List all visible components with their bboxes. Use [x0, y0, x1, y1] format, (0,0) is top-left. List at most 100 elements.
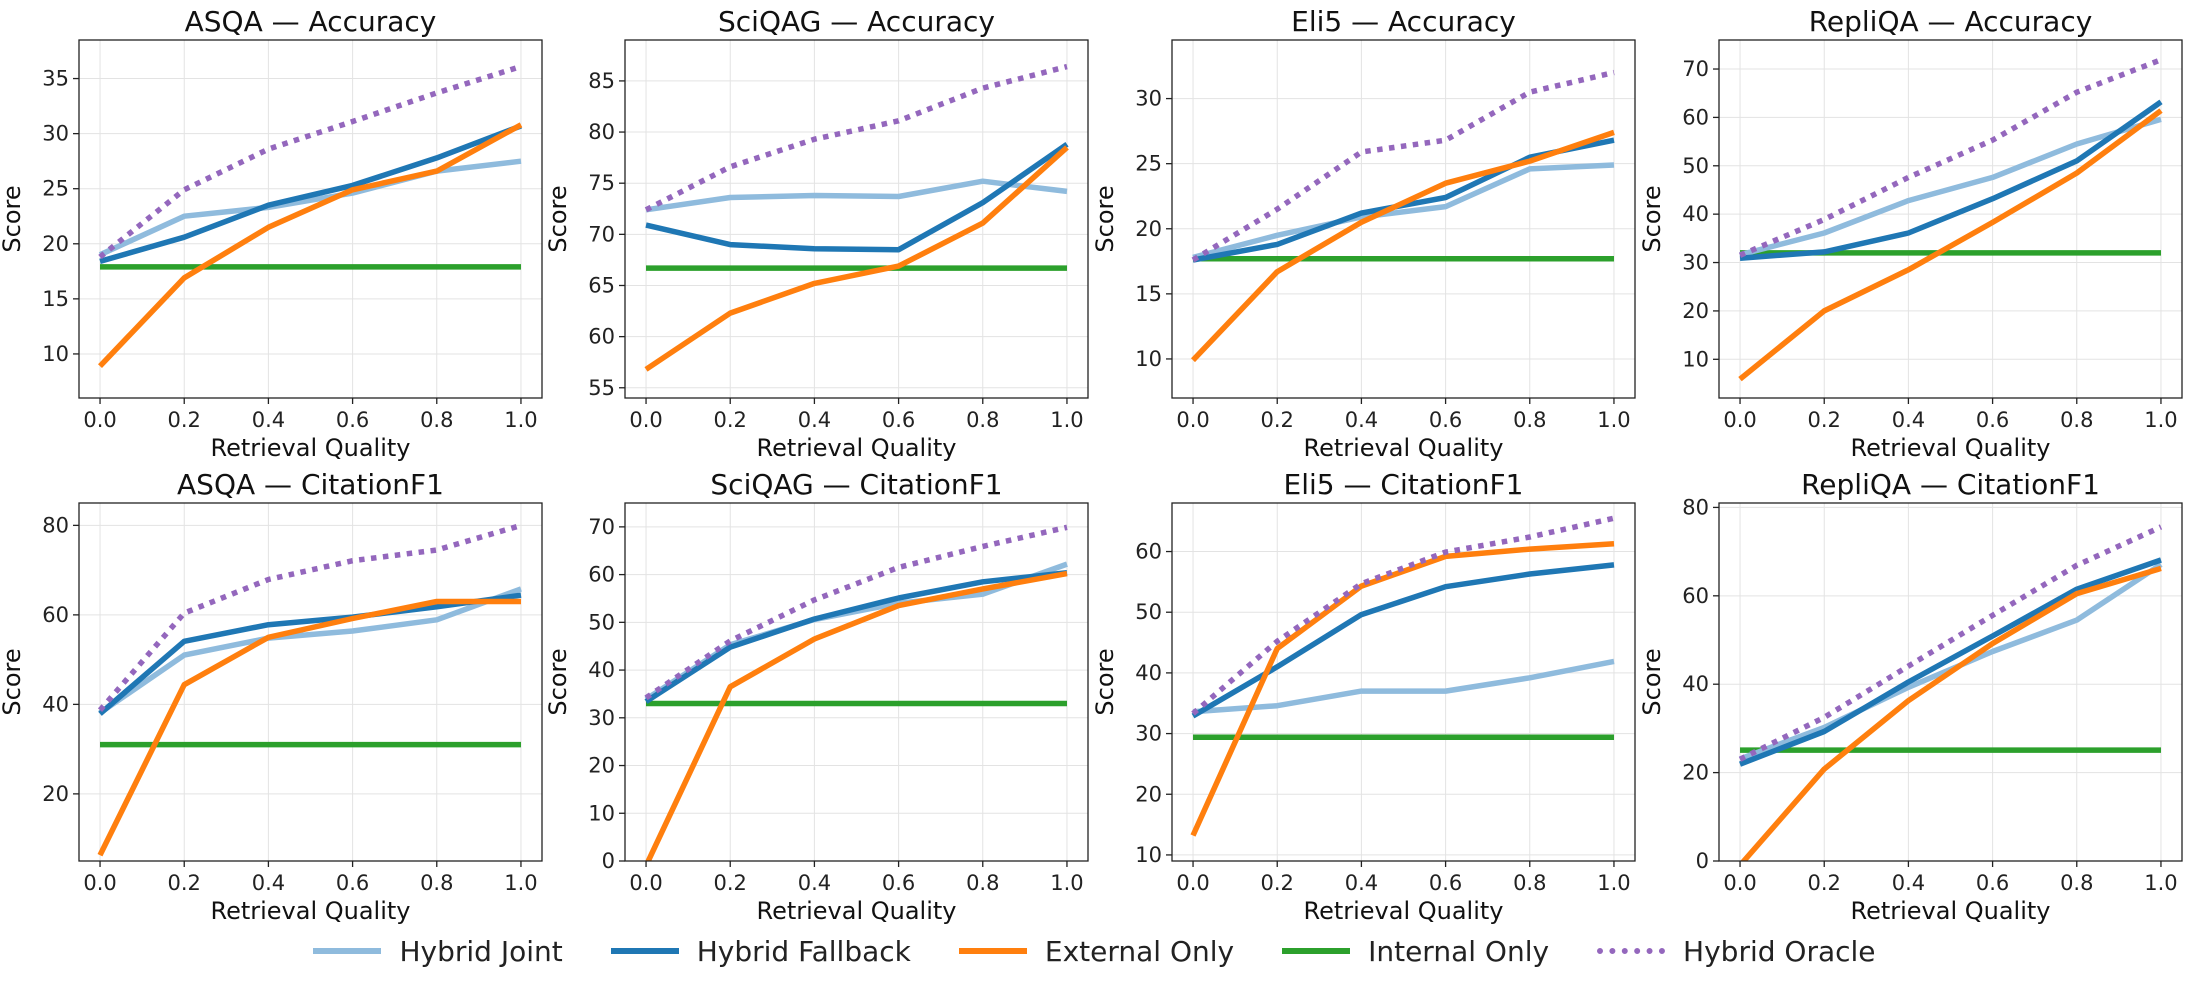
y-tick-label: 25: [42, 177, 69, 201]
plot-frame: [624, 502, 1089, 862]
y-tick-label: 85: [588, 69, 615, 93]
x-tick-label: 0.4: [1345, 408, 1378, 432]
x-tick-label: 1.0: [1050, 408, 1083, 432]
y-tick-label: 10: [588, 801, 615, 825]
y-axis-label: Score: [1638, 185, 1666, 252]
y-tick-label: 60: [588, 563, 615, 587]
chart-title: Eli5 — CitationF1: [1284, 468, 1524, 501]
x-tick-label: 0.0: [1723, 871, 1756, 895]
series-line-external-only: [97, 598, 521, 857]
x-tick-label: 0.2: [168, 408, 201, 432]
y-axis-label: Score: [1091, 185, 1119, 252]
x-tick-label: 0.6: [336, 408, 369, 432]
y-tick-label: 30: [42, 122, 69, 146]
y-tick-label: 80: [42, 513, 69, 537]
y-axis-label: Score: [0, 648, 26, 715]
series-line-hybrid-joint: [98, 586, 522, 716]
chart-panel-asqa-accuracy: 0.0 0.2 0.4 0.6 0.8 1.0 10 15 20 25 30 35 ASQA — Acc…: [0, 5, 543, 462]
legend-swatch-internal-only: [1282, 948, 1351, 954]
y-tick-label: 60: [42, 603, 69, 627]
y-tick-label: 80: [588, 120, 615, 144]
y-tick-label: 65: [588, 273, 615, 297]
y-tick-label: 70: [588, 515, 615, 539]
series-line-hybrid-joint: [1192, 658, 1615, 715]
y-axis-label: Score: [544, 185, 572, 252]
series-line-hybrid-fallback: [98, 592, 522, 716]
x-tick-label: 0.0: [83, 408, 116, 432]
series-line-hybrid-joint: [1192, 162, 1615, 261]
series-line-external-only: [645, 570, 1068, 861]
y-tick-label: 10: [42, 342, 69, 366]
plot-frame: [1171, 39, 1636, 399]
x-axis-label: Retrieval Quality: [756, 434, 956, 462]
x-tick-label: 0.2: [1261, 408, 1294, 432]
series-line-external-only: [98, 122, 523, 368]
x-tick-label: 0.8: [420, 408, 453, 432]
chart-panel-sciqag-accuracy: 0.0 0.2 0.4 0.6 0.8 1.0 55 60 65 70 75 80 85 SciQAG —…: [544, 5, 1089, 462]
y-tick-label: 20: [42, 232, 69, 256]
chart-panel-repliqa-citationf1: 0.0 0.2 0.4 0.6 0.8 1.0 0 20 40 60 80 RepliQA — Cit…: [1638, 468, 2183, 925]
x-tick-label: 1.0: [1050, 871, 1083, 895]
chart-panel-eli5-citationf1: 0.0 0.2 0.4 0.6 0.8 1.0 10 20 30 40 50 60 Eli5 — Cit…: [1091, 468, 1636, 925]
y-tick-label: 0: [1696, 849, 1709, 873]
plot-frame: [1718, 502, 2183, 862]
series-group: [644, 63, 1069, 372]
chart-panel-repliqa-accuracy: 0.0 0.2 0.4 0.6 0.8 1.0 10 20 30 40 50 60 70 RepliQA …: [1638, 5, 2183, 462]
x-tick-label: 1.0: [2144, 871, 2177, 895]
series-line-hybrid-fallback: [99, 123, 522, 265]
legend-item-external-only: External Only: [958, 935, 1234, 968]
legend-swatch-hybrid-oracle: [1597, 948, 1666, 954]
x-tick-label: 0.2: [714, 871, 747, 895]
x-tick-label: 0.8: [1513, 408, 1546, 432]
series-line-hybrid-oracle: [1738, 57, 2162, 258]
legend-label: Hybrid Joint: [399, 934, 563, 968]
legend-item-hybrid-joint: Hybrid Joint: [313, 934, 563, 968]
x-tick-label: 0.4: [252, 871, 285, 895]
x-tick-label: 1.0: [504, 408, 537, 432]
x-tick-label: 0.4: [1892, 871, 1925, 895]
y-tick-label: 70: [1682, 57, 1709, 81]
series-group: [1738, 57, 2163, 382]
x-tick-label: 1.0: [1597, 408, 1630, 432]
chart-title: SciQAG — CitationF1: [710, 468, 1002, 501]
x-tick-label: 0.8: [966, 871, 999, 895]
series-line-hybrid-oracle: [1738, 524, 2163, 762]
x-tick-label: 1.0: [1597, 871, 1630, 895]
series-group: [1190, 515, 1615, 837]
series-line-external-only: [644, 145, 1069, 372]
y-tick-label: 20: [1682, 299, 1709, 323]
y-axis-label: Score: [1091, 648, 1119, 715]
series-line-hybrid-oracle: [644, 63, 1068, 213]
y-axis-label: Score: [1638, 648, 1666, 715]
x-tick-label: 0.0: [1723, 408, 1756, 432]
legend-swatch-hybrid-fallback: [610, 948, 679, 954]
y-tick-label: 40: [588, 658, 615, 682]
y-tick-label: 20: [42, 782, 69, 806]
plot-frame: [624, 39, 1089, 399]
x-tick-label: 0.8: [2060, 408, 2093, 432]
x-tick-label: 0.4: [798, 871, 831, 895]
x-tick-label: 0.8: [966, 408, 999, 432]
legend-label: Internal Only: [1368, 934, 1550, 968]
series-line-external-only: [1738, 108, 2163, 382]
legend-label: Hybrid Oracle: [1683, 934, 1876, 968]
legend-swatch-hybrid-joint: [313, 948, 382, 954]
y-tick-label: 40: [1135, 661, 1162, 685]
series-line-hybrid-fallback: [644, 569, 1068, 704]
series-line-hybrid-oracle: [644, 524, 1068, 701]
chart-title: ASQA — CitationF1: [177, 468, 444, 501]
x-tick-label: 1.0: [504, 871, 537, 895]
legend-item-hybrid-oracle: Hybrid Oracle: [1597, 934, 1876, 968]
legend-item-hybrid-fallback: Hybrid Fallback: [610, 935, 911, 968]
y-tick-label: 30: [1682, 251, 1709, 275]
y-tick-label: 50: [588, 610, 615, 634]
x-tick-label: 0.6: [1976, 408, 2009, 432]
x-tick-label: 0.6: [882, 408, 915, 432]
y-tick-label: 80: [1682, 495, 1709, 519]
legend-item-internal-only: Internal Only: [1282, 935, 1549, 968]
y-tick-label: 60: [1682, 584, 1709, 608]
x-tick-label: 0.4: [252, 408, 285, 432]
series-line-hybrid-fallback: [1739, 99, 2163, 261]
legend-swatch-external-only: [958, 948, 1027, 954]
